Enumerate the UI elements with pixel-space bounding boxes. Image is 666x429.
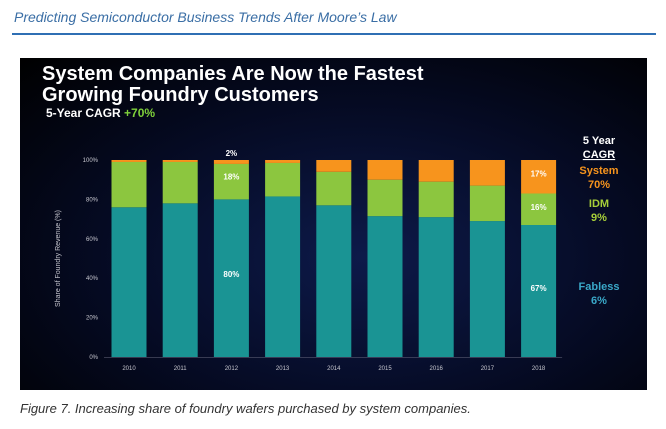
bar-fabless-2015 — [367, 216, 403, 357]
bar-system-2013 — [265, 160, 301, 163]
bar-fabless-2016 — [418, 217, 454, 357]
x-tick-label-2013: 2013 — [276, 366, 290, 372]
bar-idm-2011 — [162, 161, 198, 204]
bar-system-2017 — [469, 160, 505, 186]
bar-system-2010 — [111, 160, 147, 162]
bar-fabless-2010 — [111, 207, 147, 357]
chart-title: System Companies Are Now the Fastest Gro… — [42, 63, 424, 106]
y-axis-label: Share of Foundry Revenue (%) — [55, 210, 62, 307]
bar-idm-2016 — [418, 181, 454, 218]
bar-idm-2012 — [213, 163, 249, 200]
bar-idm-2010 — [111, 161, 147, 208]
bar-fabless-2013 — [265, 196, 301, 357]
chart-subtitle: 5-Year CAGR +70% — [46, 106, 155, 120]
bar-fabless-2014 — [316, 205, 352, 357]
bar-idm-2013 — [265, 162, 301, 197]
bar-idm-2018 — [521, 193, 557, 226]
data-label-system-2018: 17% — [531, 170, 547, 179]
bar-system-2014 — [316, 160, 352, 172]
data-label-system-2012: 2% — [226, 149, 238, 158]
y-tick-label-60: 60% — [86, 237, 99, 243]
y-tick-label-40: 40% — [86, 276, 99, 282]
legend-fabless-cagr: 6% — [591, 295, 607, 307]
legend-system-cagr: 70% — [588, 179, 610, 191]
data-label-fabless-2012: 80% — [223, 270, 239, 279]
bar-system-2012 — [213, 160, 249, 164]
x-tick-label-2015: 2015 — [378, 366, 392, 372]
y-tick-label-20: 20% — [86, 316, 99, 322]
legend-heading-line1: 5 Year — [583, 135, 616, 147]
data-label-idm-2018: 16% — [531, 203, 547, 212]
bar-fabless-2018 — [521, 225, 557, 357]
subtitle-label: 5-Year CAGR — [46, 106, 121, 120]
bar-idm-2015 — [367, 179, 403, 217]
figure-caption: Figure 7. Increasing share of foundry wa… — [20, 401, 471, 416]
legend-idm-name: IDM — [589, 198, 609, 210]
x-tick-label-2016: 2016 — [430, 366, 444, 372]
data-label-fabless-2018: 67% — [531, 284, 547, 293]
bar-system-2018 — [521, 160, 557, 194]
chart-slide: System Companies Are Now the Fastest Gro… — [20, 58, 647, 390]
running-header: Predicting Semiconductor Business Trends… — [14, 9, 397, 25]
stacked-bar-chart: 0% 20% 40% 60% 80% 100% Share of Foundry Reven… — [55, 135, 620, 372]
bar-system-2015 — [367, 160, 403, 180]
x-tick-label-2018: 2018 — [532, 366, 546, 372]
y-tick-label-80: 80% — [86, 197, 99, 203]
legend-system-name: System — [579, 165, 618, 177]
legend-heading-line2: CAGR — [583, 149, 615, 161]
x-tick-label-2011: 2011 — [174, 366, 188, 372]
x-tick-label-2014: 2014 — [327, 366, 341, 372]
y-tick-label-100: 100% — [83, 158, 99, 164]
x-tick-label-2012: 2012 — [225, 366, 239, 372]
data-label-idm-2012: 18% — [223, 173, 239, 182]
bar-fabless-2011 — [162, 203, 198, 357]
bar-system-2011 — [162, 160, 198, 162]
x-tick-label-2017: 2017 — [481, 366, 495, 372]
legend-fabless-name: Fabless — [579, 281, 620, 293]
bar-idm-2017 — [469, 185, 505, 222]
bar-fabless-2012 — [213, 199, 249, 357]
bar-fabless-2017 — [469, 221, 505, 357]
subtitle-value: +70% — [124, 106, 156, 120]
bar-idm-2014 — [316, 171, 352, 206]
legend-idm-cagr: 9% — [591, 212, 607, 224]
header-rule — [12, 33, 656, 35]
bar-system-2016 — [418, 160, 454, 182]
x-tick-label-2010: 2010 — [122, 366, 136, 372]
y-tick-label-0: 0% — [89, 355, 98, 361]
